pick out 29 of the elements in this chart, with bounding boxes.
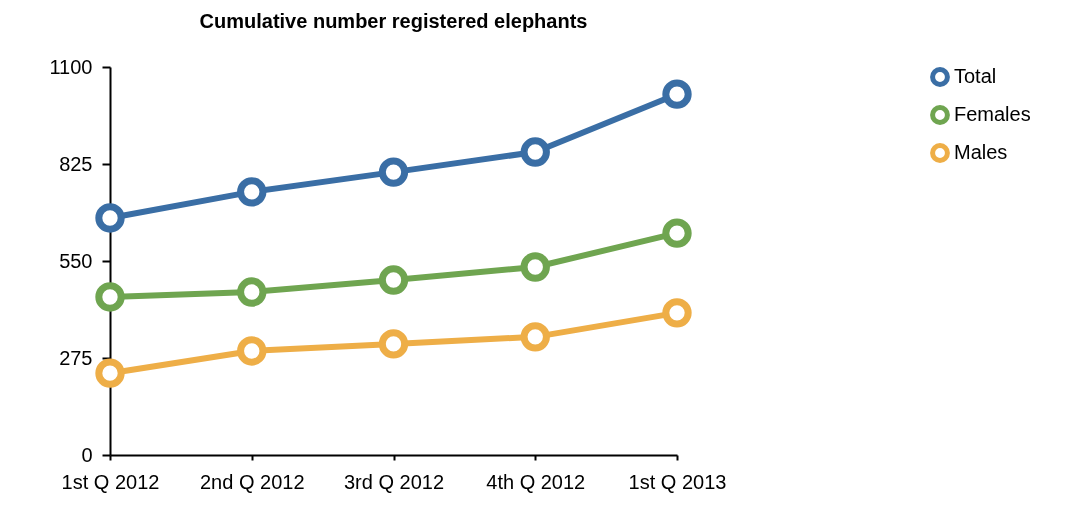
- point: [520, 252, 550, 282]
- legend-label: Total: [954, 65, 997, 87]
- point: [237, 277, 267, 307]
- point: [378, 265, 409, 295]
- point: [662, 79, 692, 109]
- y-tick-label: 275: [59, 346, 93, 369]
- x-tick-label: 3rd Q 2012: [343, 470, 445, 493]
- chart-title: Cumulative number registered elephants: [199, 10, 588, 32]
- point: [95, 358, 125, 388]
- point: [237, 336, 267, 366]
- legend-label: Females: [954, 103, 1031, 125]
- legend-label: Males: [954, 141, 1008, 163]
- y-tick-label: 0: [81, 443, 93, 466]
- point: [520, 322, 550, 352]
- point: [95, 282, 125, 312]
- x-tick-label: 1st Q 2013: [628, 470, 727, 493]
- y-tick-label: 1100: [49, 55, 93, 78]
- point: [662, 298, 692, 328]
- point: [378, 157, 409, 187]
- y-tick-label: 550: [59, 249, 93, 272]
- point: [520, 137, 550, 167]
- x-tick-label: 1st Q 2012: [61, 470, 160, 493]
- x-tick-label: 4th Q 2012: [486, 470, 586, 493]
- point: [378, 329, 409, 359]
- x-tick-label: 2nd Q 2012: [199, 470, 305, 493]
- y-tick-label: 825: [59, 152, 93, 175]
- point: [237, 177, 267, 207]
- point: [662, 218, 692, 248]
- point: [95, 203, 125, 233]
